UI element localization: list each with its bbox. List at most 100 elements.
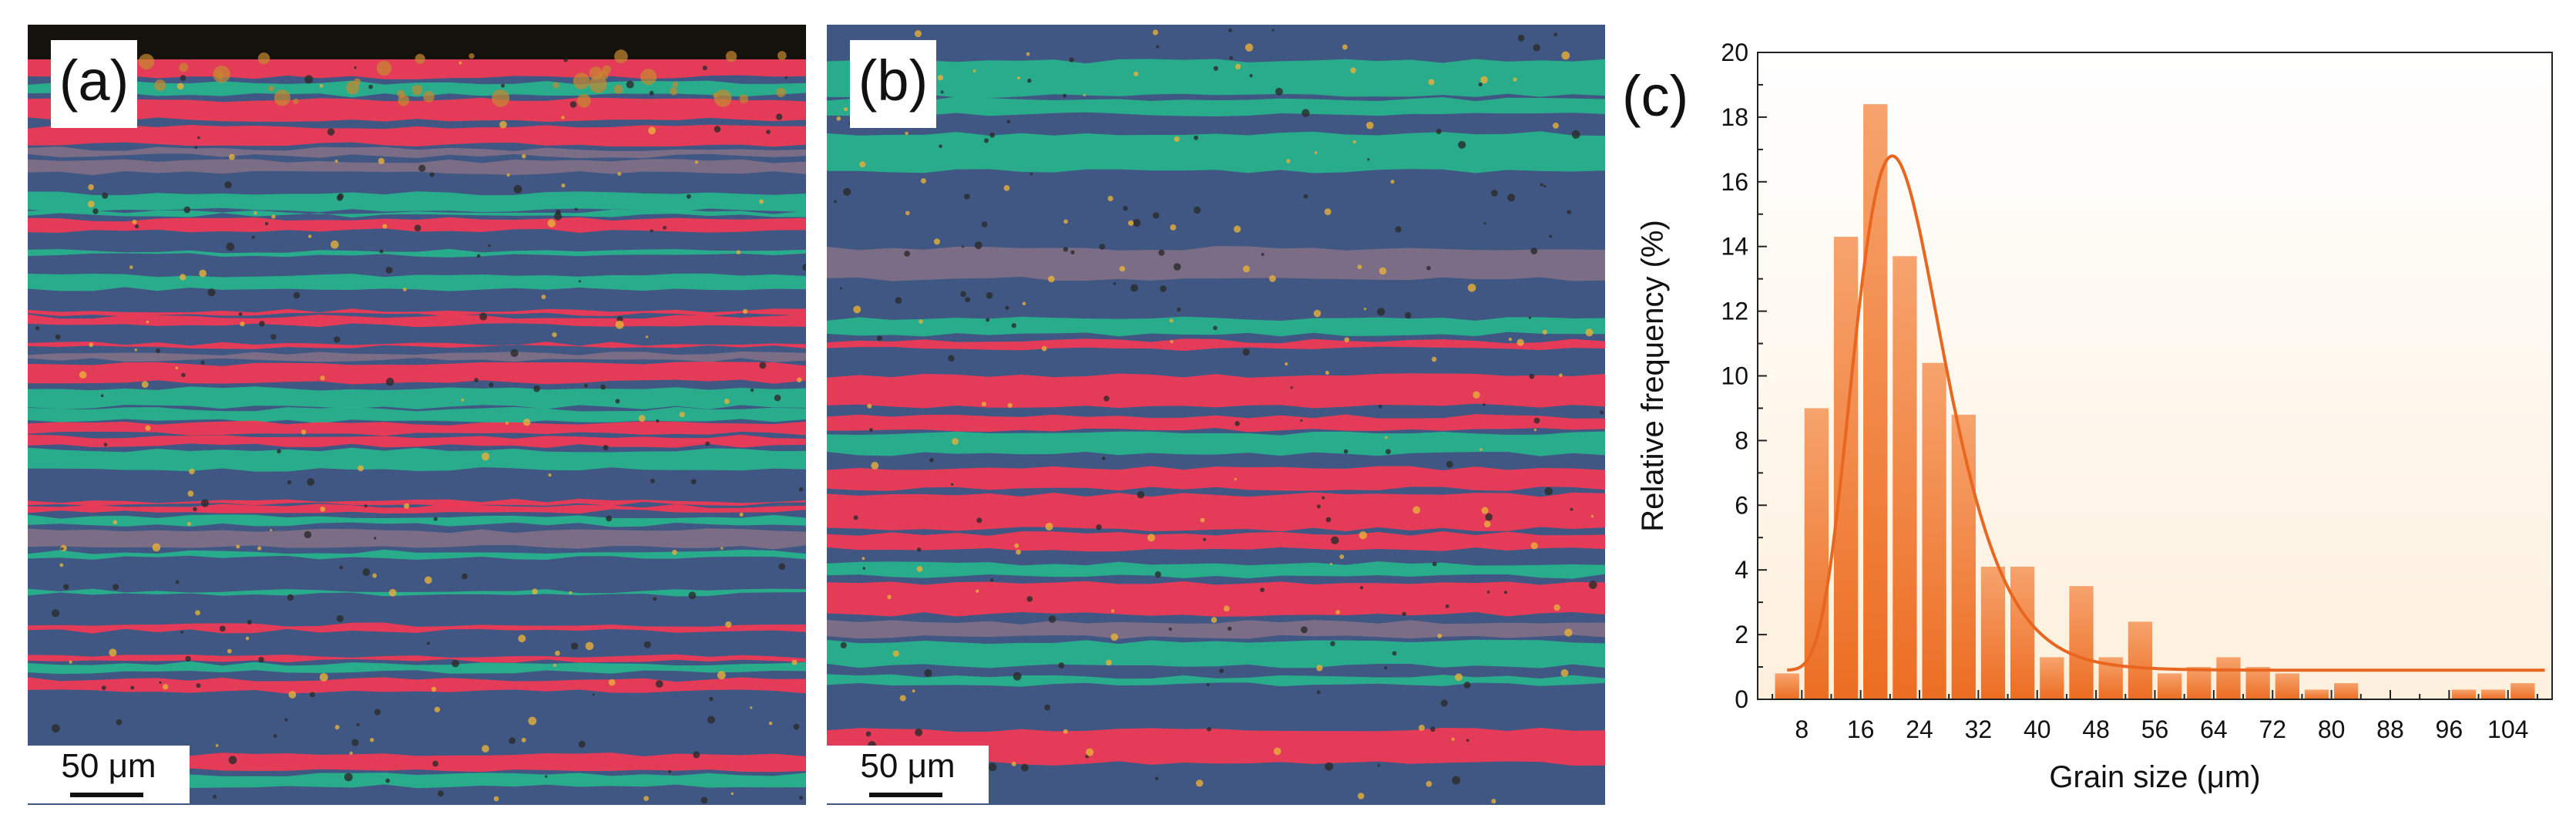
phase-band [28, 273, 806, 291]
particle [1343, 449, 1348, 454]
particle [385, 266, 393, 274]
particle [915, 728, 923, 736]
particle [1359, 586, 1364, 590]
particle [976, 589, 979, 593]
x-tick-label: 16 [1847, 715, 1875, 743]
particle [320, 375, 325, 381]
particle [52, 609, 60, 618]
particle [431, 686, 437, 692]
histogram-bar [1775, 673, 1799, 699]
particle [506, 173, 510, 177]
x-axis-ticks: 8 16 24 32 40 48 56 64 72 80 88 96 104 [1772, 690, 2538, 743]
particle [293, 291, 301, 299]
particle [304, 530, 312, 539]
particle [766, 130, 771, 134]
particle [1479, 448, 1483, 451]
particle [1069, 57, 1074, 62]
particle [1485, 513, 1493, 521]
x-tick-label: 8 [1795, 715, 1809, 743]
particle [1377, 308, 1385, 316]
particle [965, 297, 971, 303]
particle [1227, 626, 1232, 631]
particle [1234, 421, 1240, 426]
particle [645, 335, 649, 338]
particle [493, 796, 499, 802]
particle [1006, 120, 1011, 124]
particle [914, 30, 922, 38]
histogram-bar [2334, 683, 2359, 699]
particle [1491, 799, 1496, 804]
particle [175, 366, 179, 370]
particle [228, 153, 235, 160]
particle [989, 132, 996, 138]
y-tick-label: 10 [1721, 362, 1748, 390]
particle [1207, 726, 1211, 732]
particle [1022, 301, 1026, 306]
particle [548, 473, 552, 477]
particle [904, 251, 911, 257]
particle [853, 305, 861, 314]
edge-particle [274, 89, 291, 106]
particle [1543, 185, 1547, 188]
particle [552, 332, 557, 338]
particle [924, 668, 932, 678]
particle [482, 745, 489, 753]
particle [1268, 274, 1276, 282]
particle [185, 655, 191, 662]
particle [964, 194, 970, 200]
histogram-bar [2275, 673, 2299, 699]
particle [720, 547, 724, 550]
particle [1530, 542, 1538, 550]
particle [638, 415, 646, 422]
particle [1342, 44, 1348, 50]
edge-particle [713, 93, 719, 99]
particle [1196, 779, 1204, 787]
particle [702, 66, 707, 71]
phase-band [827, 59, 1605, 99]
histogram-bar [2245, 667, 2270, 699]
particle [354, 66, 357, 69]
particle [159, 681, 162, 684]
particle [1379, 267, 1387, 275]
particle [1128, 220, 1134, 226]
particle [1113, 281, 1117, 285]
phase-band [28, 191, 806, 213]
phase-band [28, 124, 806, 147]
particle [1561, 51, 1570, 60]
particle [1385, 436, 1388, 439]
particle [1378, 405, 1382, 409]
particle [196, 683, 201, 689]
particle [259, 321, 265, 327]
edge-particle [154, 79, 166, 92]
particle [193, 507, 197, 512]
particle [219, 625, 226, 632]
particle [553, 212, 563, 221]
edge-particle [725, 50, 737, 62]
particle [1325, 370, 1329, 375]
particle [52, 724, 60, 733]
particle [984, 138, 989, 143]
particle [1102, 456, 1106, 460]
particle [433, 517, 438, 521]
particle [791, 659, 798, 665]
particle [1174, 136, 1180, 143]
particle [349, 751, 353, 755]
particle [1567, 210, 1572, 215]
particle [1560, 668, 1569, 677]
particle [1455, 673, 1463, 682]
particle [426, 641, 430, 645]
particle [1491, 190, 1498, 197]
particle [1467, 283, 1476, 292]
particle [714, 126, 721, 133]
particle [1133, 218, 1141, 227]
particle [522, 418, 531, 426]
y-axis-ticks: 0 2 4 6 8 10 12 14 16 18 20 [1721, 39, 1767, 713]
particle [592, 693, 595, 696]
particle [1412, 506, 1421, 514]
particle [55, 334, 61, 340]
particle [356, 722, 360, 727]
particle [226, 242, 235, 251]
particle [146, 320, 149, 324]
particle [1553, 604, 1560, 611]
edge-particle [602, 65, 612, 74]
